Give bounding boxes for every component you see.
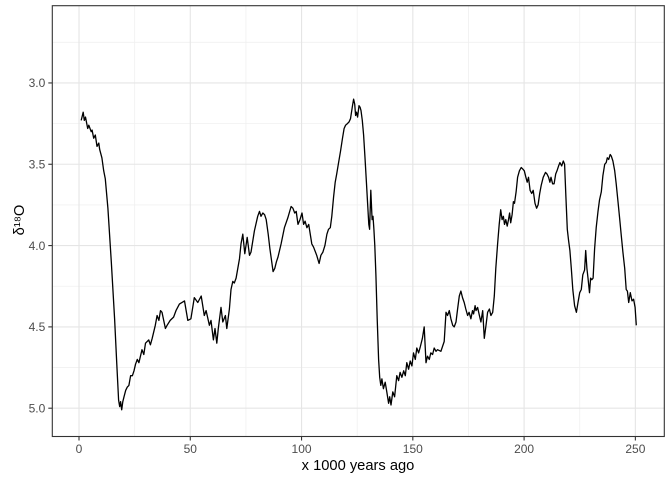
y-axis-tick-labels: 3.0 3.5 4.0 4.5 5.0 (29, 76, 46, 415)
y-tick-label: 4.0 (29, 239, 46, 253)
plot-panel (52, 5, 665, 437)
x-tick-label: 0 (76, 442, 83, 456)
y-tick-label: 4.5 (29, 320, 46, 334)
grid-minor (52, 5, 665, 437)
x-tick-label: 100 (292, 442, 312, 456)
y-axis-title: δ¹⁸O (12, 204, 28, 236)
y-tick-label: 3.0 (29, 76, 46, 90)
panel-border (51, 5, 665, 438)
x-tick-label: 50 (184, 442, 198, 456)
grid-major (52, 5, 665, 437)
d18o-series-line (80, 98, 637, 411)
y-tick-label: 3.5 (29, 157, 46, 171)
x-tick-label: 200 (514, 442, 534, 456)
x-axis-title: x 1000 years ago (301, 458, 415, 474)
x-tick-label: 150 (403, 442, 423, 456)
x-tick-label: 250 (625, 442, 645, 456)
tick-marks (48, 82, 636, 441)
x-axis-tick-labels: 0 50 100 150 200 250 (76, 442, 646, 456)
y-tick-label: 5.0 (29, 401, 46, 415)
